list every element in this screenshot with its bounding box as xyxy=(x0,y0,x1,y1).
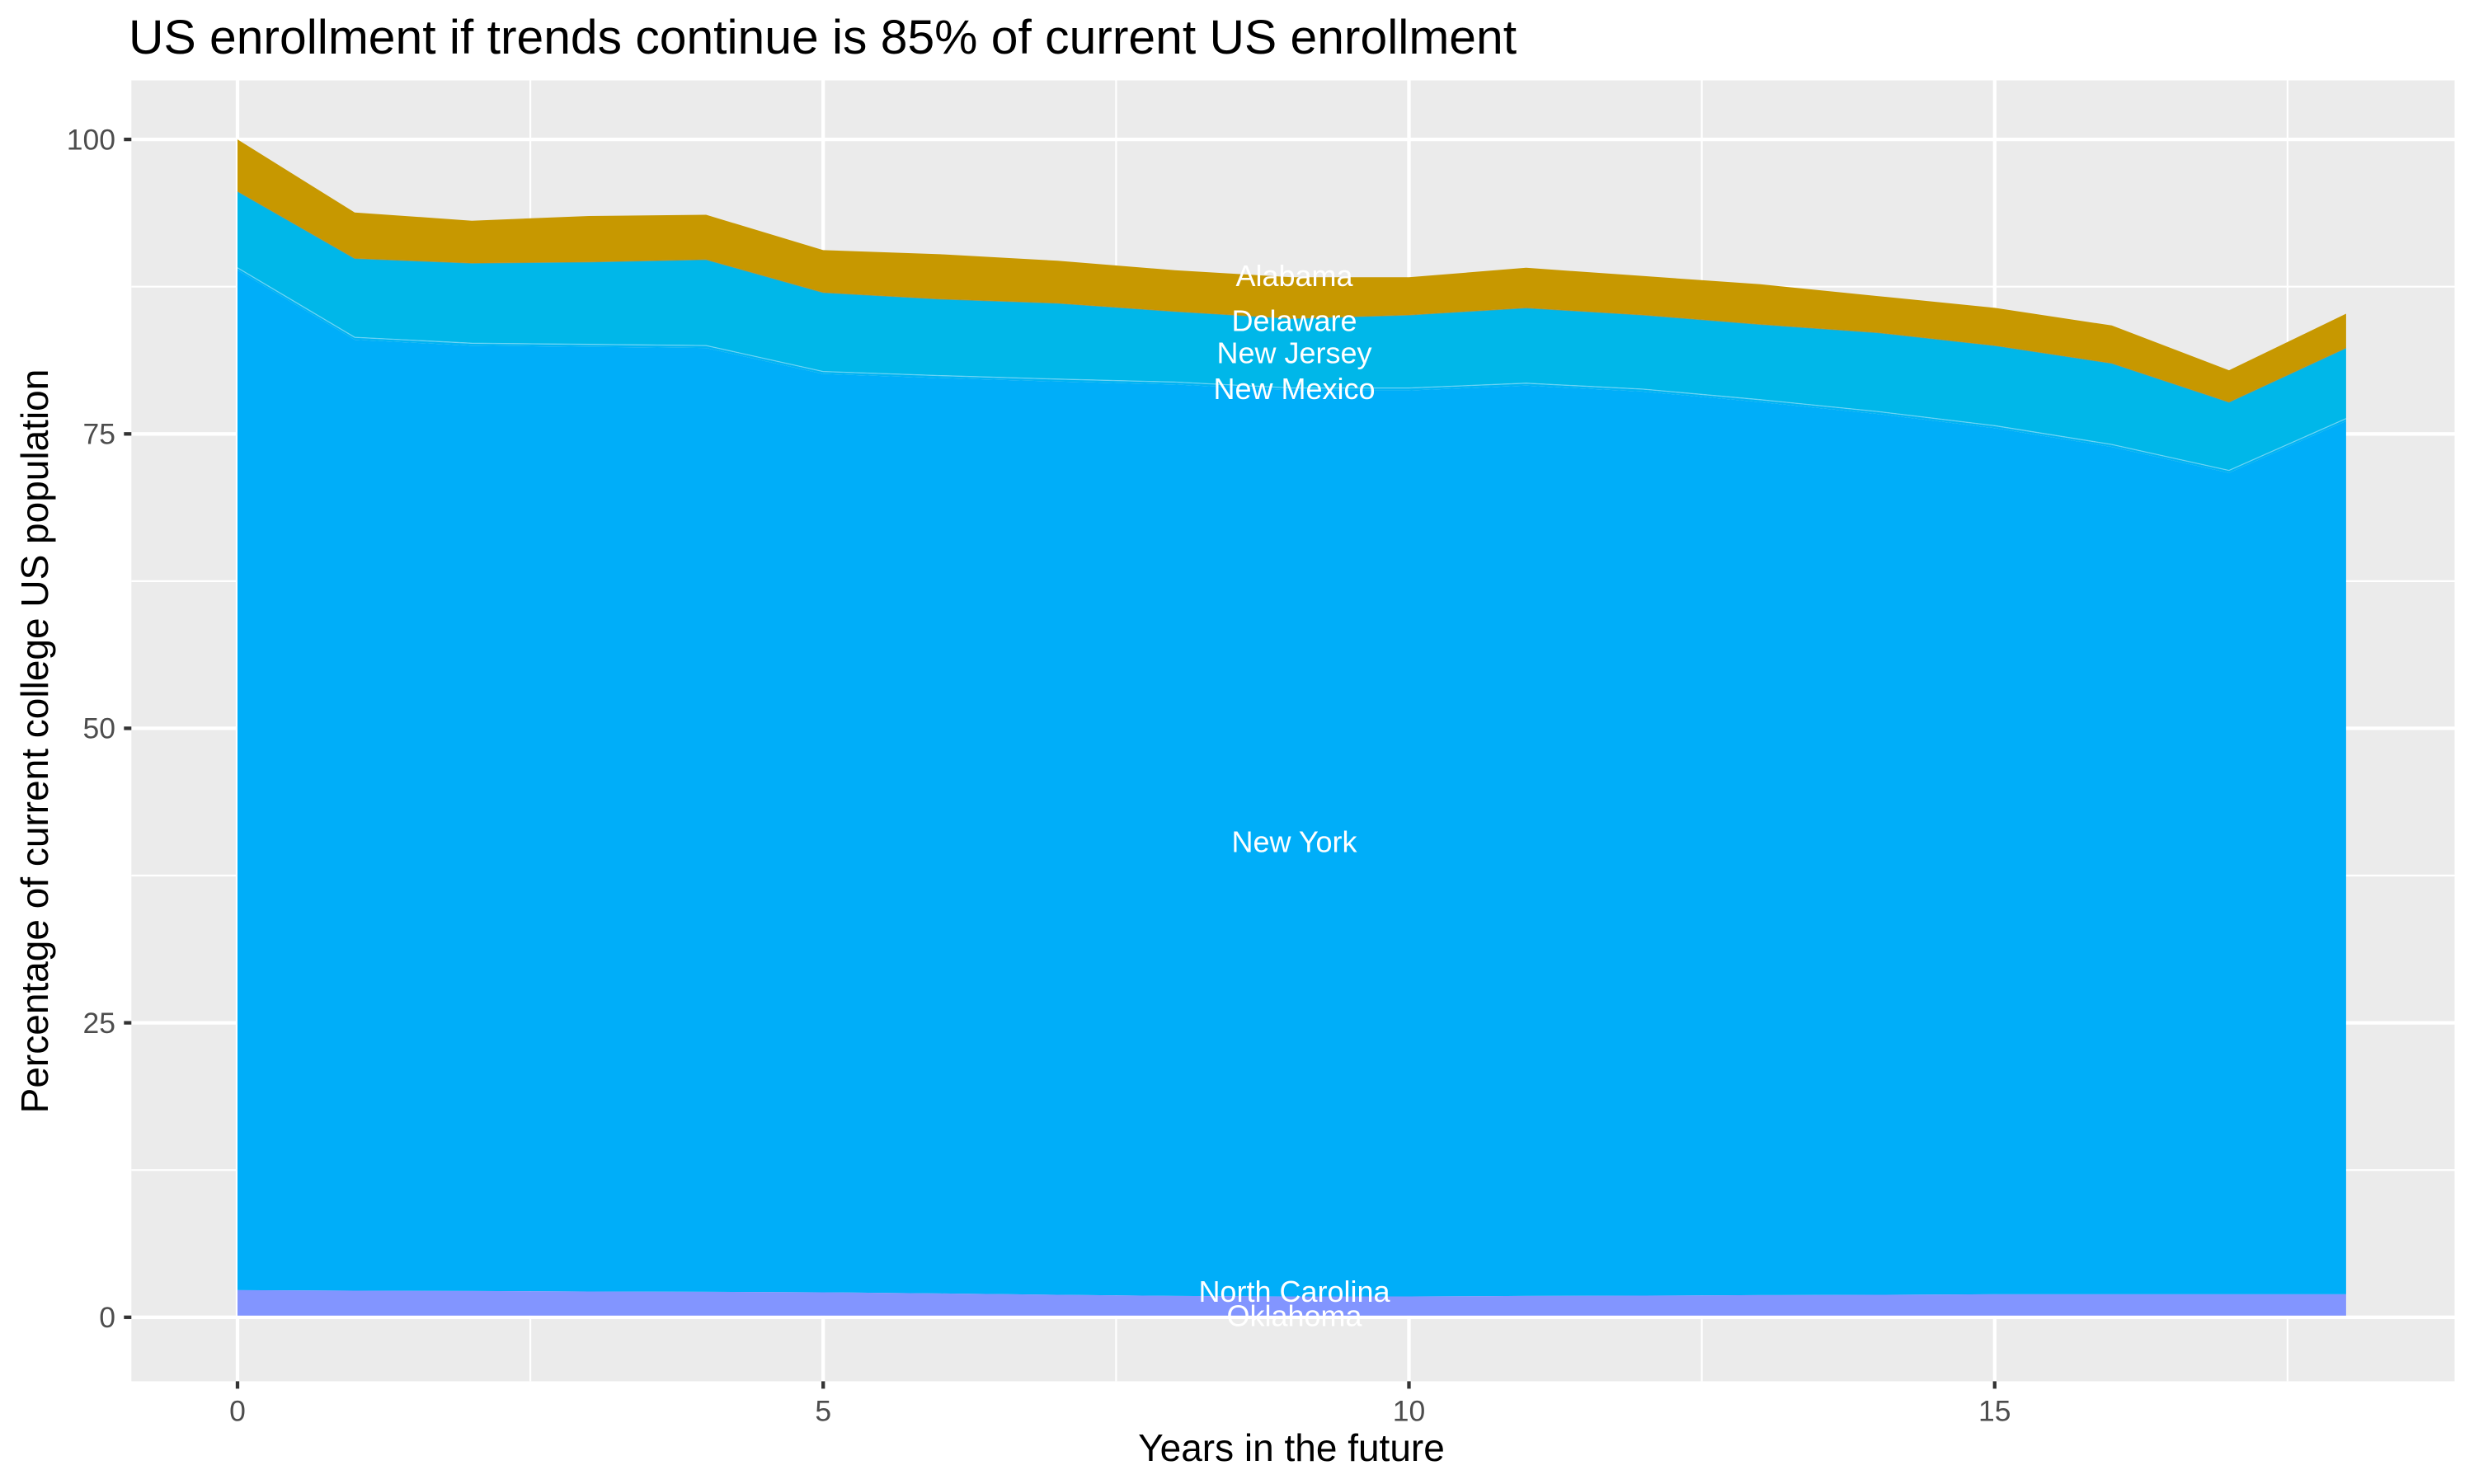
svg-text:New Jersey: New Jersey xyxy=(1216,336,1371,369)
svg-text:New Mexico: New Mexico xyxy=(1213,372,1375,406)
svg-text:Alabama: Alabama xyxy=(1235,259,1353,293)
svg-text:5: 5 xyxy=(815,1395,831,1428)
svg-text:10: 10 xyxy=(1393,1395,1426,1428)
svg-text:50: 50 xyxy=(83,712,116,745)
svg-text:Percentage of current college: Percentage of current college US populat… xyxy=(13,369,56,1114)
svg-text:US enrollment if trends contin: US enrollment if trends continue is 85% … xyxy=(129,11,1517,64)
svg-text:New York: New York xyxy=(1231,824,1357,858)
svg-text:0: 0 xyxy=(99,1301,115,1334)
svg-text:25: 25 xyxy=(83,1007,116,1040)
svg-text:Years in the future: Years in the future xyxy=(1138,1426,1445,1469)
svg-text:Delaware: Delaware xyxy=(1231,303,1357,337)
svg-text:0: 0 xyxy=(229,1395,246,1428)
svg-text:15: 15 xyxy=(1978,1395,2011,1428)
svg-text:Oklahoma: Oklahoma xyxy=(1226,1298,1362,1332)
svg-text:100: 100 xyxy=(67,123,115,156)
svg-text:75: 75 xyxy=(83,418,116,451)
svg-text:North Carolina: North Carolina xyxy=(1198,1275,1390,1308)
